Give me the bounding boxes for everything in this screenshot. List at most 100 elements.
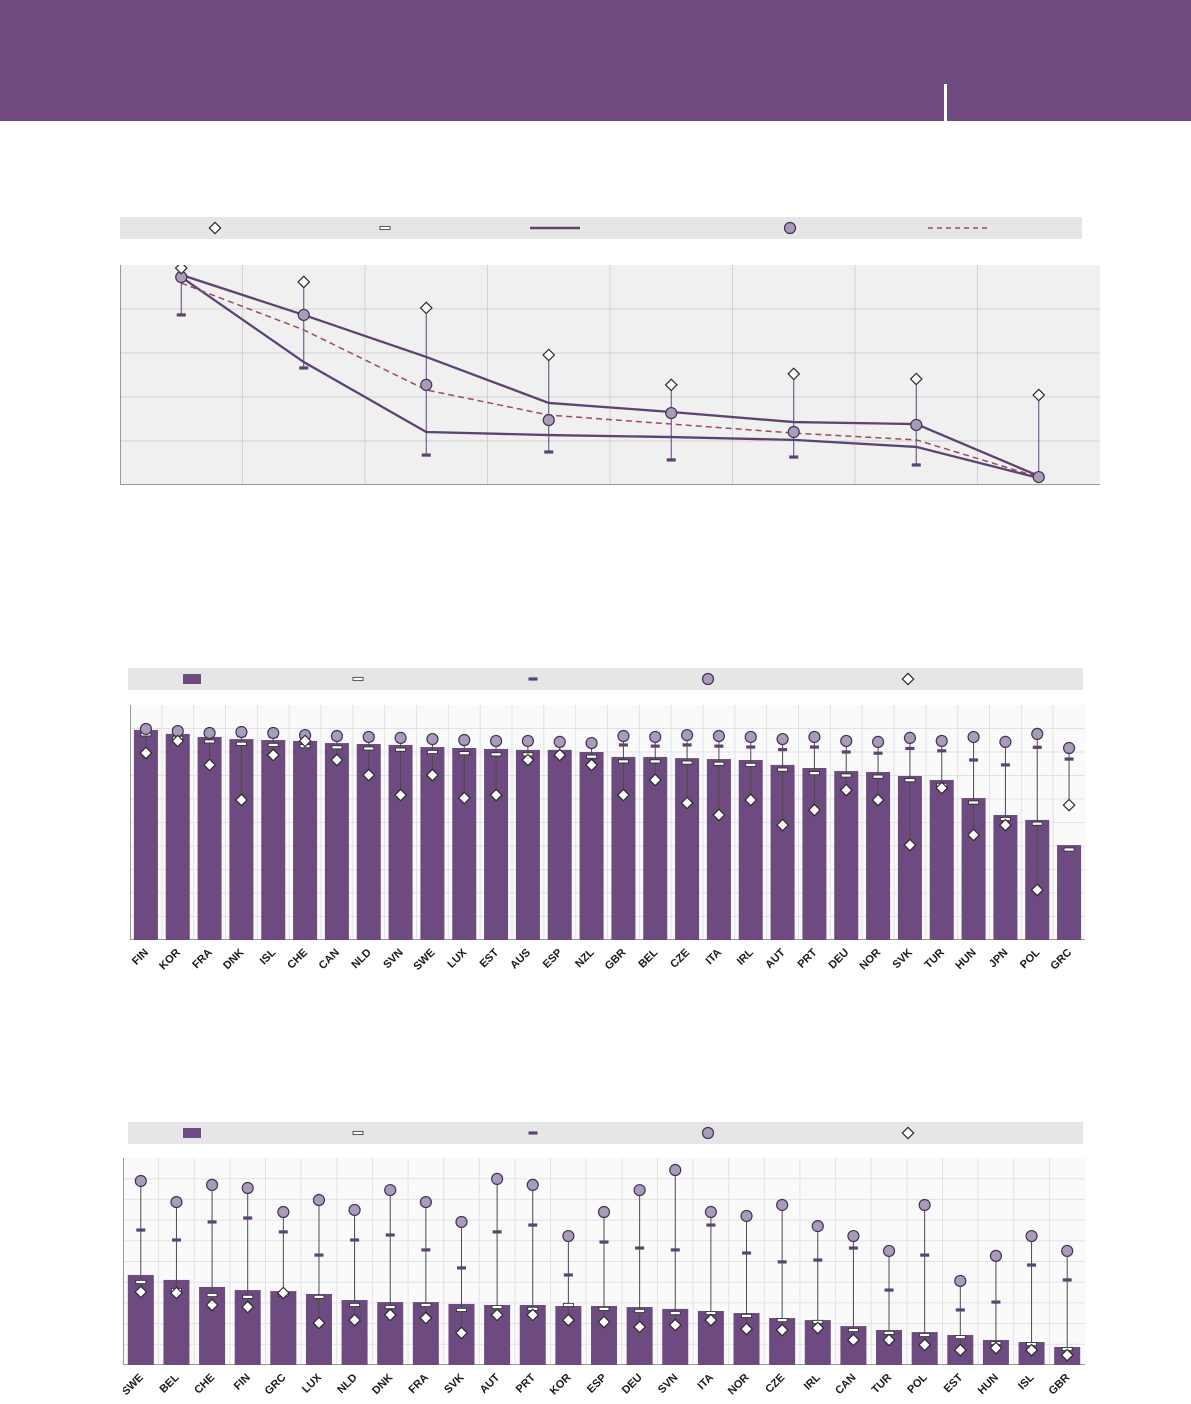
x-tick-label-tur: TUR	[870, 1372, 895, 1397]
circle-marker	[776, 732, 789, 746]
x-tick-label-svn: SVN	[656, 1372, 681, 1397]
x-tick-label-dnk: DNK	[221, 947, 246, 972]
diamond-marker	[203, 758, 217, 772]
circle-marker	[669, 1163, 682, 1177]
legend-dash-purple-icon	[528, 1131, 538, 1135]
white-dash-marker	[919, 1332, 931, 1338]
legend-canvas	[208, 221, 988, 235]
white-dash-marker	[741, 1313, 752, 1318]
diamond-marker	[425, 768, 439, 782]
legend-canvas	[183, 672, 915, 686]
x-tick-label-bel: BEL	[636, 946, 660, 970]
x-tick-label-nzl: NZL	[573, 946, 597, 970]
legend-diamond-icon	[901, 672, 915, 686]
circle-marker	[840, 734, 853, 748]
white-dash-marker	[669, 1310, 681, 1316]
whisker-cap-dash	[544, 450, 554, 454]
diamond-marker	[998, 818, 1012, 832]
bar-deu	[834, 771, 859, 940]
circle-marker	[426, 732, 439, 746]
white-dash-marker	[634, 1308, 646, 1314]
diamond-marker	[1032, 388, 1046, 402]
circle-marker	[1062, 741, 1076, 755]
purple-dash-marker	[848, 1246, 858, 1250]
circle-marker	[241, 1181, 254, 1195]
purple-dash-marker	[385, 1233, 395, 1237]
whisker-cap-dash	[176, 313, 186, 317]
diamond-marker	[521, 753, 535, 767]
white-dash-marker	[458, 751, 470, 756]
diamond-marker	[174, 265, 188, 275]
purple-dash-marker	[706, 1223, 716, 1227]
white-dash-marker	[204, 739, 216, 744]
x-tick-label-swe: SWE	[123, 1372, 146, 1398]
white-dash-marker	[313, 1294, 325, 1299]
purple-dash-marker	[650, 744, 660, 748]
circle-marker	[999, 735, 1012, 748]
x-tick-label-fra: FRA	[190, 947, 215, 972]
x-tick-label-hun: HUN	[976, 1372, 1001, 1397]
diamond-marker	[597, 1315, 611, 1329]
diamond-marker	[348, 1313, 362, 1327]
circle-marker	[458, 733, 471, 747]
diamond-marker	[419, 301, 433, 315]
whisker-cap-dash	[299, 366, 309, 370]
diamond-marker	[909, 372, 923, 386]
legend-bar-icon	[183, 1128, 201, 1138]
diamond-marker	[712, 808, 726, 822]
x-tick-label-gbr: GBR	[603, 947, 629, 973]
diamond-marker	[489, 788, 503, 802]
diamond-marker	[553, 748, 567, 762]
circle-marker	[649, 730, 662, 744]
header-divider	[944, 84, 947, 121]
purple-dash-marker	[937, 749, 947, 753]
whisker-cap-dash	[421, 453, 431, 457]
x-tick-label-fra: FRA	[407, 1372, 432, 1397]
circle-marker	[744, 730, 757, 744]
diamond-marker	[266, 748, 280, 762]
white-dash-marker	[490, 752, 502, 757]
circle-marker	[935, 734, 948, 748]
circle-marker	[847, 1229, 860, 1243]
circle-marker	[521, 734, 535, 748]
x-tick-label-pol: POL	[1018, 946, 1043, 971]
white-dash-marker	[847, 1327, 859, 1333]
circle-marker	[617, 729, 630, 743]
diamond-marker	[205, 1298, 219, 1312]
white-dash-marker	[135, 1279, 147, 1285]
legend-dash-white-icon	[379, 225, 391, 231]
diamond-marker	[787, 367, 801, 381]
purple-dash-marker	[278, 1230, 288, 1234]
white-dash-marker	[776, 1318, 788, 1323]
circle-marker	[918, 1198, 931, 1212]
x-tick-label-cze: CZE	[668, 947, 692, 971]
purple-dash-marker	[207, 1220, 217, 1224]
circle-marker	[419, 1195, 432, 1209]
purple-dash-marker	[171, 1238, 181, 1242]
circle-marker	[808, 730, 821, 744]
circle-marker	[542, 414, 555, 427]
purple-dash-marker	[809, 745, 819, 749]
diamond-marker	[234, 793, 248, 807]
bar-grc	[270, 1291, 297, 1365]
circle-marker	[491, 1172, 504, 1186]
purple-dash-marker	[955, 1308, 965, 1312]
x-tick-label-can: CAN	[833, 1372, 858, 1397]
circle-marker	[1031, 727, 1044, 741]
diamond-marker	[171, 734, 185, 748]
x-tick-label-svk: SVK	[891, 947, 916, 972]
bar-tur	[929, 779, 954, 940]
x-tick-label-bel: BEL	[158, 1371, 182, 1395]
white-dash-marker	[777, 767, 789, 772]
diamond-marker	[1025, 1343, 1039, 1357]
circle-marker	[903, 731, 917, 745]
white-dash-marker	[242, 1294, 254, 1299]
circle-marker	[170, 1195, 183, 1209]
white-dash-marker	[562, 1302, 574, 1308]
diamond-marker	[846, 1333, 860, 1347]
x-tick-label-aut: AUT	[763, 946, 788, 971]
diamond-marker	[490, 1308, 504, 1322]
white-dash-marker	[363, 746, 375, 751]
diamond-marker	[394, 788, 408, 802]
circle-marker	[740, 1209, 753, 1223]
